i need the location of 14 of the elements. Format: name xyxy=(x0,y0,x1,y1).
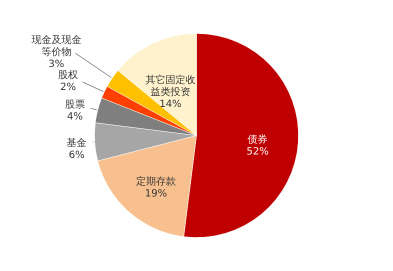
slice-label: 股权 xyxy=(58,69,78,82)
slice-label: 定期存款 xyxy=(136,175,176,188)
data-label: 2% xyxy=(60,82,76,94)
data-label: 52% xyxy=(246,146,269,158)
data-label: 4% xyxy=(67,111,83,122)
slice-label: 债券 xyxy=(248,133,268,146)
slice-label: 现金及现金等价物 xyxy=(31,34,82,58)
slice-label: 股票 xyxy=(64,99,85,110)
slice-label: 其它固定收益类投资 xyxy=(145,74,196,98)
data-label: 19% xyxy=(144,188,168,200)
data-label: 6% xyxy=(68,150,85,162)
data-label: 14% xyxy=(159,99,182,110)
data-label: 3% xyxy=(48,59,64,70)
slice-label: 基金 xyxy=(66,137,87,150)
